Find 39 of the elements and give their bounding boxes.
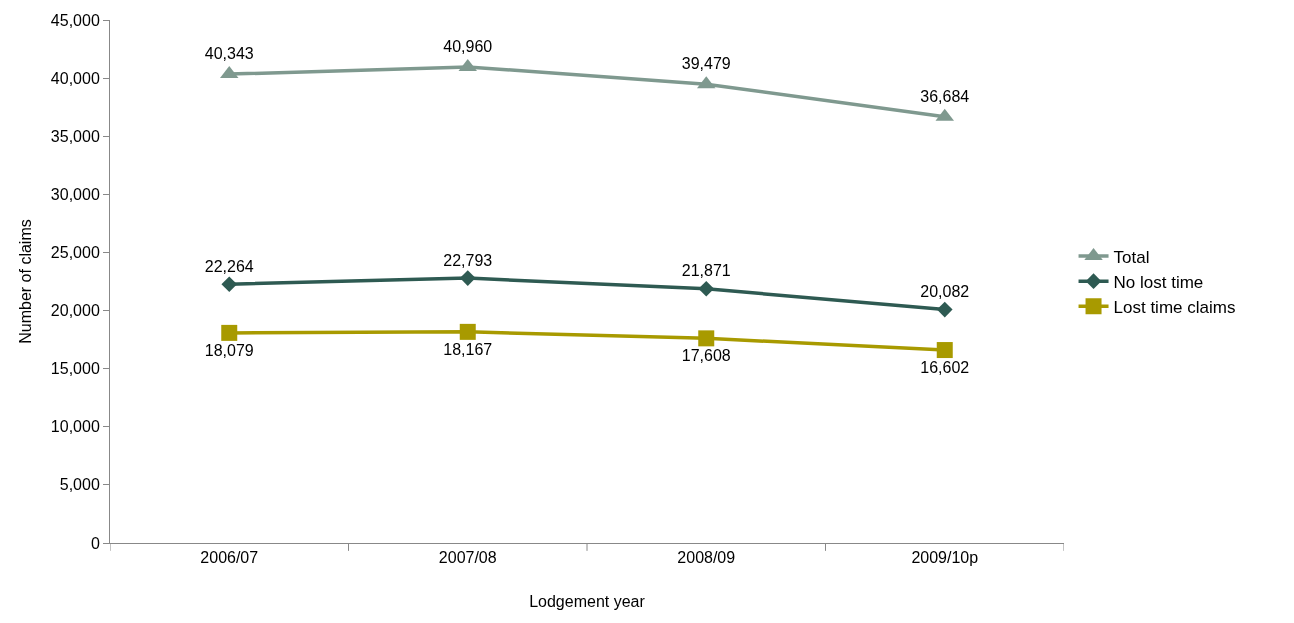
- y-tick-label: 45,000: [50, 11, 100, 29]
- y-axis-title: Number of claims: [16, 219, 34, 344]
- x-axis-title: Lodgement year: [529, 592, 646, 610]
- y-tick-label: 15,000: [50, 360, 100, 378]
- x-tick-label: 2007/08: [438, 549, 497, 567]
- y-tick-label: 20,000: [50, 302, 100, 320]
- data-label: 16,602: [920, 359, 970, 377]
- data-label: 36,684: [920, 87, 970, 105]
- legend-label: Total: [1113, 247, 1150, 267]
- y-tick-label: 10,000: [50, 418, 100, 436]
- point: [221, 276, 238, 293]
- y-tick-label: 25,000: [50, 244, 100, 262]
- point: [459, 270, 476, 286]
- y-tick-label: 40,000: [50, 69, 100, 87]
- point: [698, 330, 715, 347]
- point: [936, 342, 953, 359]
- point: [221, 324, 238, 341]
- data-label: 17,608: [681, 347, 731, 365]
- legend-label: Lost time claims: [1113, 297, 1236, 317]
- data-label: 39,479: [681, 55, 731, 73]
- y-tick-label: 30,000: [50, 185, 100, 203]
- data-label: 20,082: [920, 283, 970, 301]
- y-tick-label: 0: [90, 534, 100, 552]
- data-label: 40,960: [443, 37, 493, 55]
- data-label: 40,343: [204, 45, 254, 63]
- x-tick-label: 2009/10p: [911, 549, 979, 567]
- legend-label: No lost time: [1113, 272, 1204, 292]
- x-tick-label: 2008/09: [677, 549, 736, 567]
- y-tick-label: 35,000: [50, 127, 100, 145]
- data-label: 18,079: [204, 341, 254, 359]
- x-tick-label: 2006/07: [200, 549, 259, 567]
- data-label: 22,264: [204, 257, 254, 275]
- y-tick-label: 5,000: [59, 476, 100, 494]
- point: [698, 281, 715, 297]
- point: [936, 301, 953, 318]
- data-label: 18,167: [443, 340, 493, 358]
- data-label: 22,793: [443, 251, 493, 269]
- point: [459, 323, 476, 340]
- data-label: 21,871: [681, 262, 731, 280]
